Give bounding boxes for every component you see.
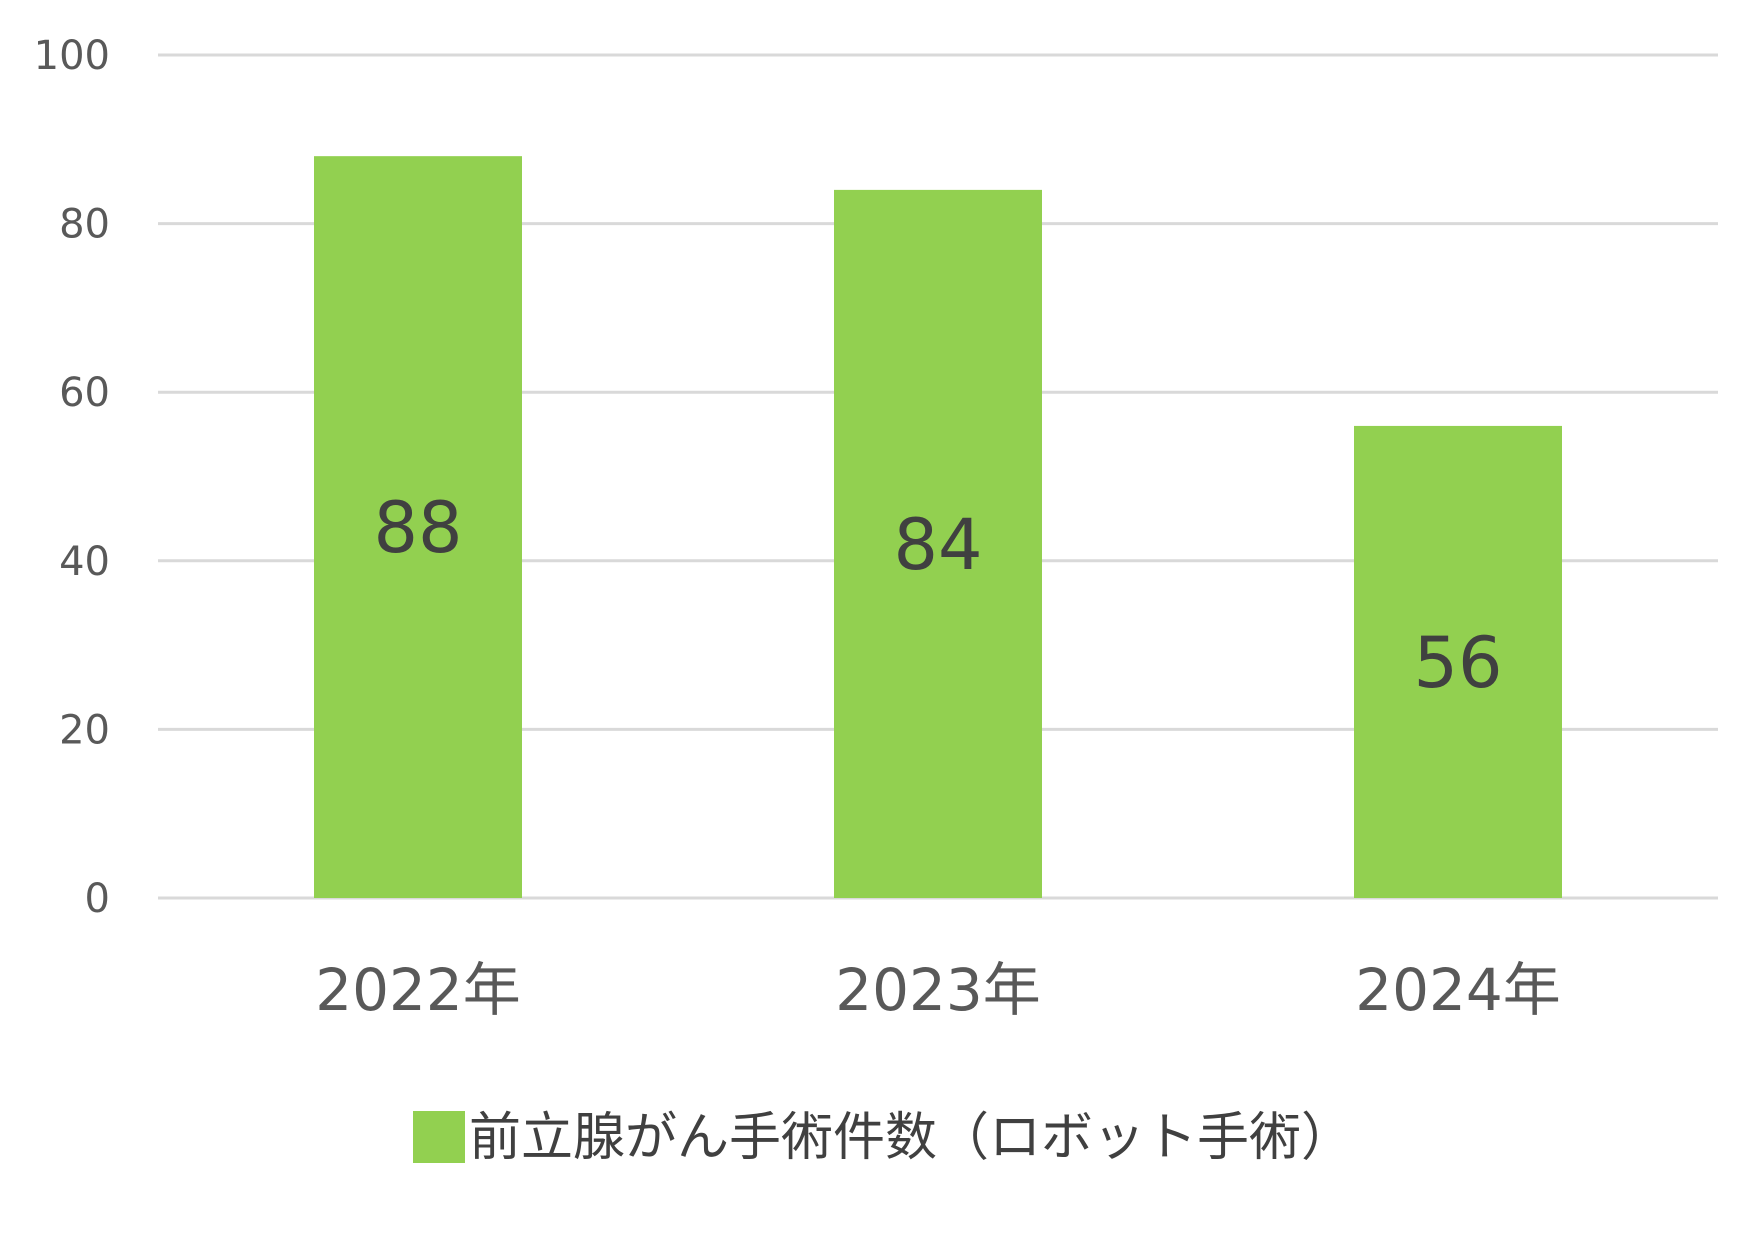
data-label: 88 [373,487,462,569]
bar [314,156,522,898]
data-labels: 88 84 56 [373,487,1502,704]
y-tick-label: 60 [59,370,110,416]
bars [314,156,1562,898]
y-tick-label: 40 [59,539,110,585]
y-tick-label: 80 [59,202,110,248]
data-label: 56 [1413,622,1502,704]
bar [834,189,1042,898]
legend-swatch [413,1111,465,1163]
y-axis-ticks: 0 20 40 60 80 100 [34,33,110,922]
x-axis-ticks: 2022年 2023年 2024年 [315,956,1561,1024]
x-tick-label: 2022年 [315,956,521,1024]
legend-label: 前立腺がん手術件数（ロボット手術） [469,1108,1353,1168]
data-label: 84 [893,504,982,586]
legend: 前立腺がん手術件数（ロボット手術） [413,1108,1353,1168]
bar [1354,425,1562,898]
y-tick-label: 20 [59,707,110,753]
x-tick-label: 2023年 [835,956,1041,1024]
y-tick-label: 100 [34,33,110,79]
x-tick-label: 2024年 [1355,956,1561,1024]
y-tick-label: 0 [85,876,110,922]
